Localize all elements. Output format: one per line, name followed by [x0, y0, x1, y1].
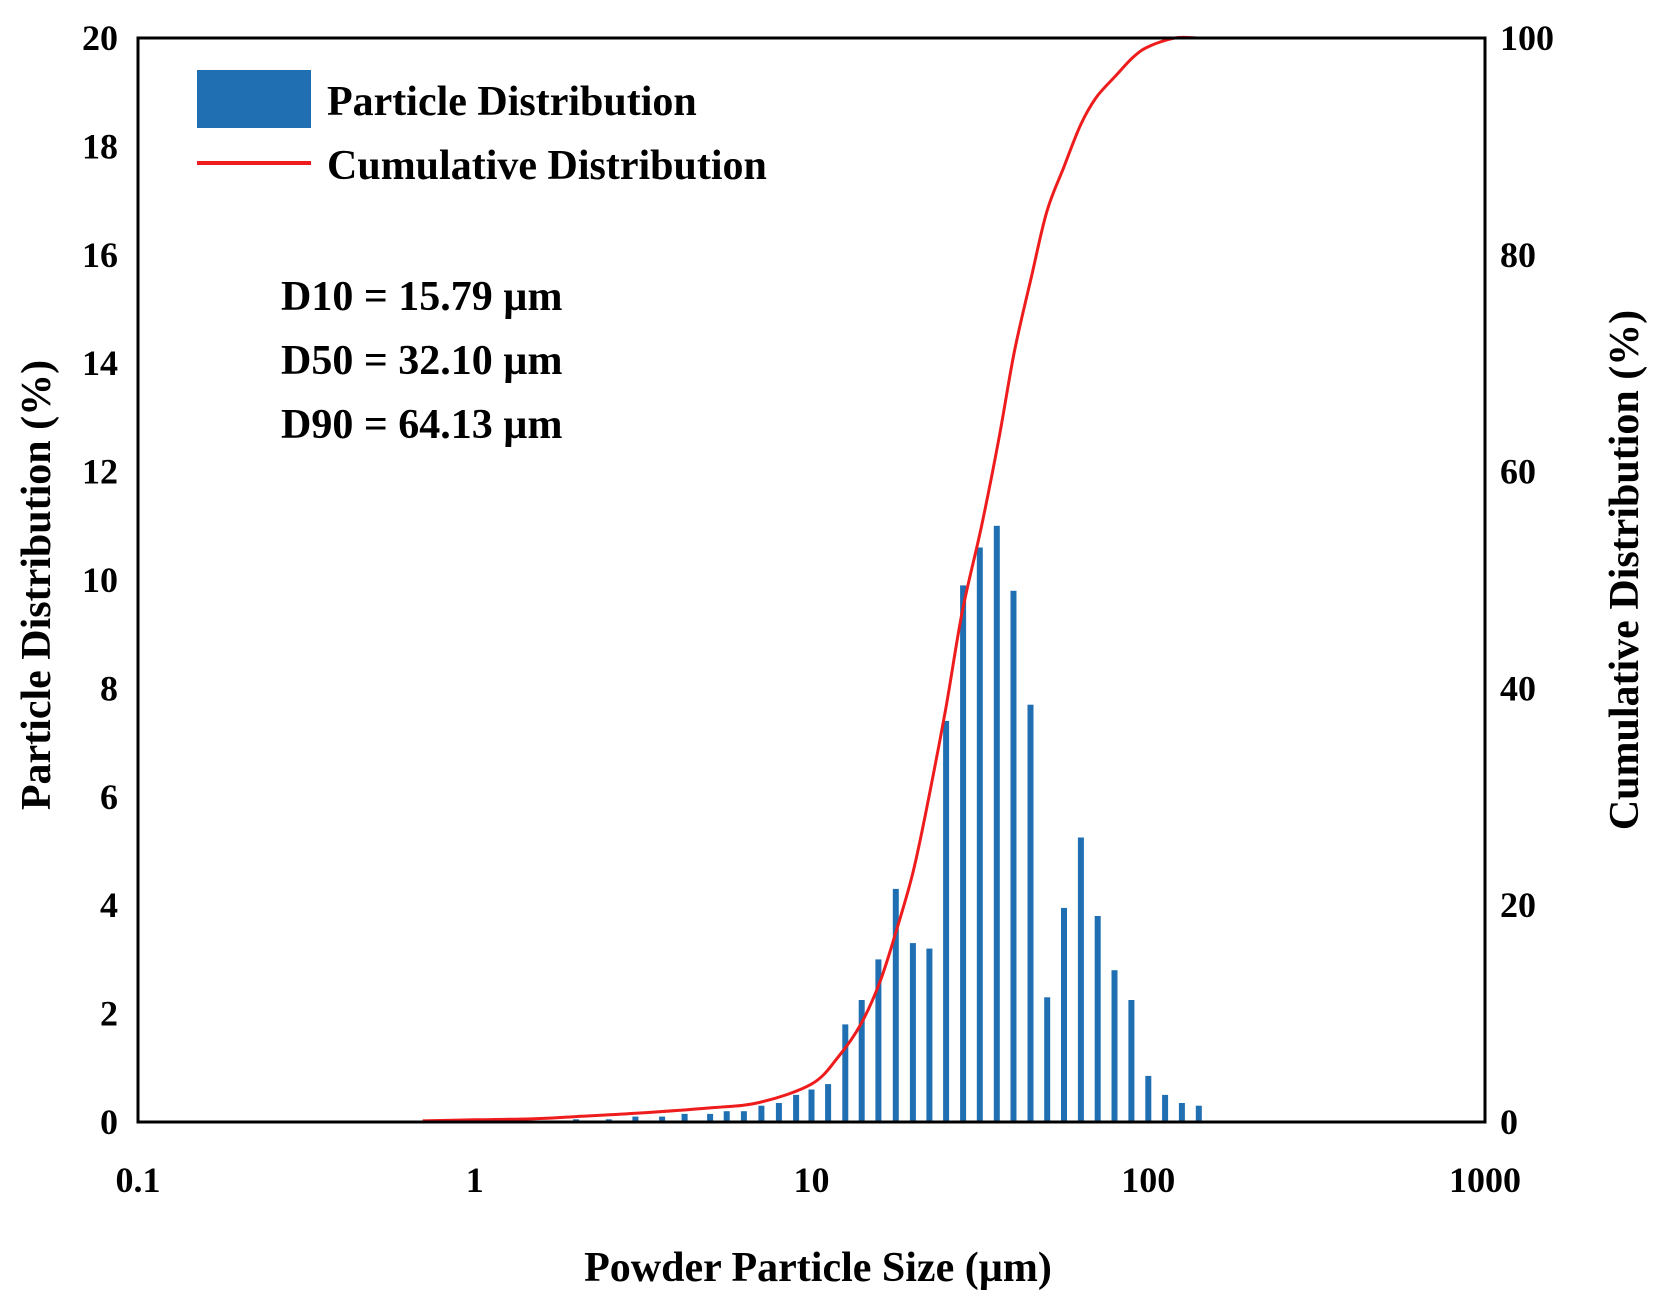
y-tick-label: 8	[100, 668, 118, 708]
bar-24	[1027, 704, 1034, 1122]
y2-tick-label: 100	[1500, 18, 1554, 58]
bar-10	[793, 1094, 800, 1122]
annotation-d50: D50 = 32.10 µm	[281, 338, 562, 384]
y-tick-label: 12	[82, 452, 118, 492]
legend-swatch-particle-distribution	[197, 70, 311, 128]
annotation-block: D10 = 15.79 µm D50 = 32.10 µm D90 = 64.1…	[281, 274, 562, 448]
x-tick-label: 0.1	[116, 1160, 161, 1200]
legend: Particle Distribution Cumulative Distrib…	[197, 70, 767, 189]
bar-33	[1178, 1103, 1185, 1122]
y2-tick-label: 80	[1500, 235, 1536, 275]
y-tick-label: 16	[82, 235, 118, 275]
bar-32	[1162, 1094, 1169, 1122]
x-tick-label: 1	[466, 1160, 484, 1200]
bar-15	[875, 959, 882, 1122]
bar-21	[976, 547, 983, 1122]
y2-axis-title: Cumulative Distribution (%)	[1602, 310, 1648, 830]
y-tick-label: 4	[100, 885, 118, 925]
bar-30	[1128, 1000, 1135, 1122]
bar-28	[1094, 916, 1101, 1122]
y-tick-label: 14	[82, 343, 118, 383]
legend-label-particle-distribution: Particle Distribution	[327, 79, 697, 125]
bar-26	[1061, 907, 1067, 1122]
x-tick-label: 10	[794, 1160, 830, 1200]
y-tick-label: 6	[100, 777, 118, 817]
bar-34	[1195, 1105, 1202, 1122]
bar-27	[1077, 837, 1084, 1122]
bar-13	[842, 1024, 849, 1122]
y-tick-label: 0	[100, 1102, 118, 1142]
bar-3	[659, 1116, 666, 1122]
annotation-d90: D90 = 64.13 µm	[281, 402, 562, 448]
x-tick-label: 100	[1121, 1160, 1175, 1200]
bar-7	[740, 1111, 747, 1122]
x-tick-label: 1000	[1449, 1160, 1521, 1200]
y-tick-label: 10	[82, 560, 118, 600]
bar-5	[707, 1113, 714, 1122]
y-axis-title: Particle Distribution (%)	[14, 360, 60, 810]
bar-22	[993, 525, 1000, 1122]
bar-29	[1111, 970, 1118, 1122]
bar-16	[892, 888, 899, 1122]
bar-2	[632, 1116, 639, 1122]
y-tick-label: 2	[100, 994, 118, 1034]
bar-4	[681, 1113, 688, 1122]
bar-14	[858, 1000, 865, 1122]
legend-label-cumulative-distribution: Cumulative Distribution	[327, 143, 767, 189]
bar-8	[758, 1105, 765, 1122]
bar-12	[825, 1084, 832, 1122]
y-tick-label: 18	[82, 126, 118, 166]
bar-25	[1044, 997, 1051, 1122]
bar-31	[1145, 1075, 1152, 1122]
bar-9	[775, 1103, 782, 1122]
y2-tick-label: 0	[1500, 1102, 1518, 1142]
bars-layer	[573, 525, 1202, 1122]
y2-tick-label: 60	[1500, 452, 1536, 492]
y2-tick-label: 20	[1500, 885, 1536, 925]
annotation-d10: D10 = 15.79 µm	[281, 274, 562, 320]
cumulative-distribution-line	[422, 35, 1198, 1123]
bar-23	[1010, 590, 1017, 1122]
bar-6	[723, 1111, 730, 1122]
bar-19	[943, 720, 950, 1122]
x-axis-title: Powder Particle Size (µm)	[584, 1245, 1052, 1291]
bar-20	[960, 585, 967, 1122]
ticks-layer: 0.1 1 10 100 1000 0 2 4 6 8 10 12 14 16 18 20 0 20 40 60 80 1…	[82, 18, 1554, 1200]
bar-17	[909, 943, 916, 1122]
y-tick-label: 20	[82, 18, 118, 58]
y2-tick-label: 40	[1500, 668, 1536, 708]
plot-area-frame	[136, 36, 1487, 1124]
bar-11	[808, 1089, 815, 1122]
bar-18	[926, 948, 933, 1122]
